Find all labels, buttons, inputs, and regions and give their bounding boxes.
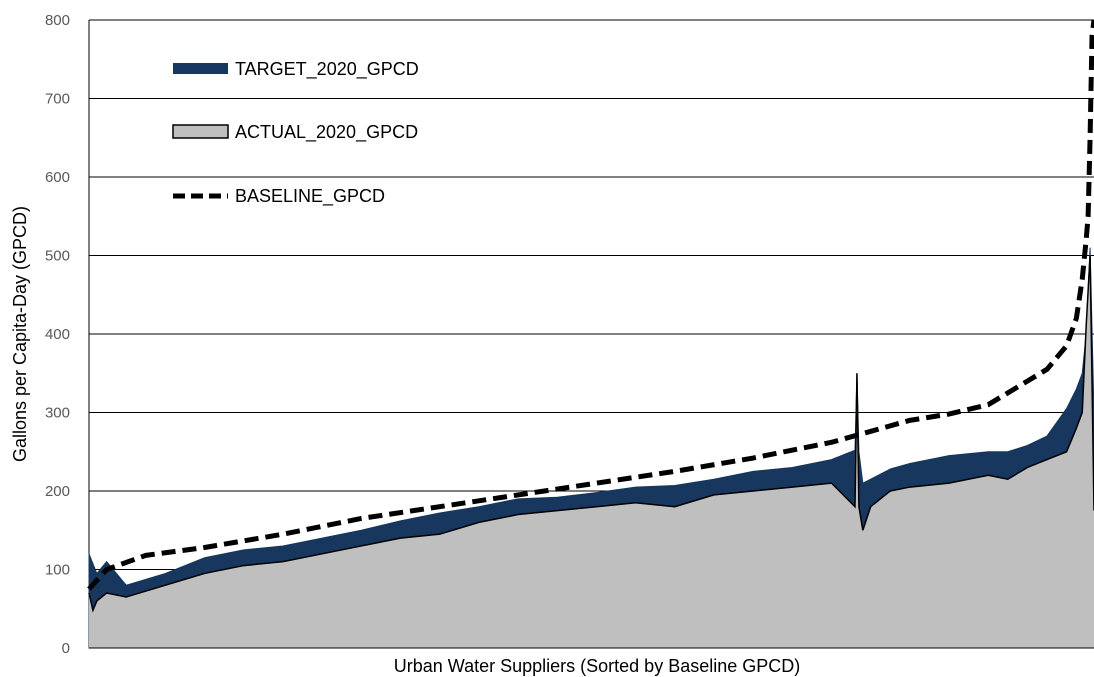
series-actual-area [89,255,1094,648]
series-baseline-line [87,19,1094,591]
legend: TARGET_2020_GPCD ACTUAL_2020_GPCD BASELI… [172,59,419,207]
legend-label-actual: ACTUAL_2020_GPCD [235,122,418,143]
y-tick-label: 200 [45,483,70,500]
legend-label-baseline: BASELINE_GPCD [235,186,385,207]
x-axis-title: Urban Water Suppliers (Sorted by Baselin… [394,656,801,676]
y-tick-label: 800 [45,12,70,29]
y-tick-label: 700 [45,91,70,108]
legend-label-target: TARGET_2020_GPCD [235,59,419,80]
y-tick-label: 600 [45,169,70,186]
y-tick-label: 100 [45,562,70,579]
y-tick-label: 300 [45,405,70,422]
plot-area [87,19,1094,649]
y-tick-label: 400 [45,326,70,343]
y-tick-label: 0 [62,640,70,657]
y-axis-ticks: 0 100 200 300 400 500 600 700 800 [45,12,70,657]
y-tick-label: 500 [45,248,70,265]
grid-lines [88,19,1094,648]
legend-swatch-actual [172,124,229,139]
y-axis-title: Gallons per Capita-Day (GPCD) [10,206,30,462]
series-actual-edge [88,255,1094,613]
legend-swatch-target [173,63,228,74]
